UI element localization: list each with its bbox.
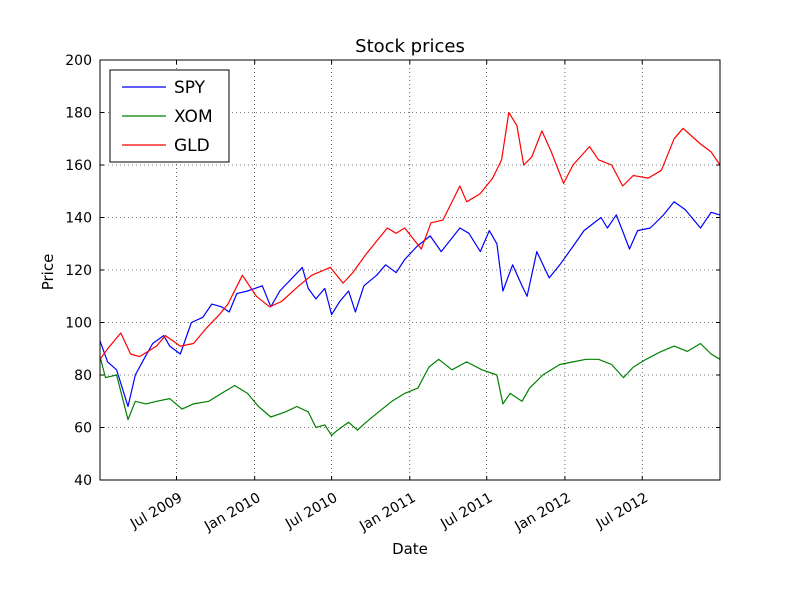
y-tick-label: 200 <box>65 53 92 69</box>
x-axis-label: Date <box>392 540 428 558</box>
x-tick-label: Jan 2010 <box>201 490 263 535</box>
chart-title: Stock prices <box>355 36 465 57</box>
y-tick-label: 40 <box>74 473 92 489</box>
legend-label: GLD <box>174 136 210 156</box>
y-tick-label: 180 <box>65 106 92 122</box>
series-line-xom <box>99 342 721 436</box>
legend: SPY XOM GLD <box>109 69 230 163</box>
y-axis-label: Price <box>39 254 57 291</box>
x-tick-label: Jan 2012 <box>511 490 573 535</box>
y-tick-label: 60 <box>74 421 92 437</box>
legend-label: XOM <box>174 107 213 127</box>
legend-label: SPY <box>174 78 206 98</box>
x-tick-label: Jul 2011 <box>437 490 495 533</box>
series-line-gld <box>99 111 721 360</box>
x-tick-label: Jul 2010 <box>282 490 340 533</box>
grid <box>100 60 720 480</box>
series-line-spy <box>99 201 721 408</box>
x-tick-label: Jul 2012 <box>593 490 651 533</box>
x-tick-label: Jul 2009 <box>127 490 185 533</box>
x-tick-label: Jan 2011 <box>356 490 418 535</box>
y-tick-label: 140 <box>65 211 92 227</box>
series-layer <box>99 111 721 436</box>
y-tick-label: 80 <box>74 368 92 384</box>
y-tick-label: 100 <box>65 316 92 332</box>
y-tick-label: 160 <box>65 158 92 174</box>
y-tick-label: 120 <box>65 263 92 279</box>
